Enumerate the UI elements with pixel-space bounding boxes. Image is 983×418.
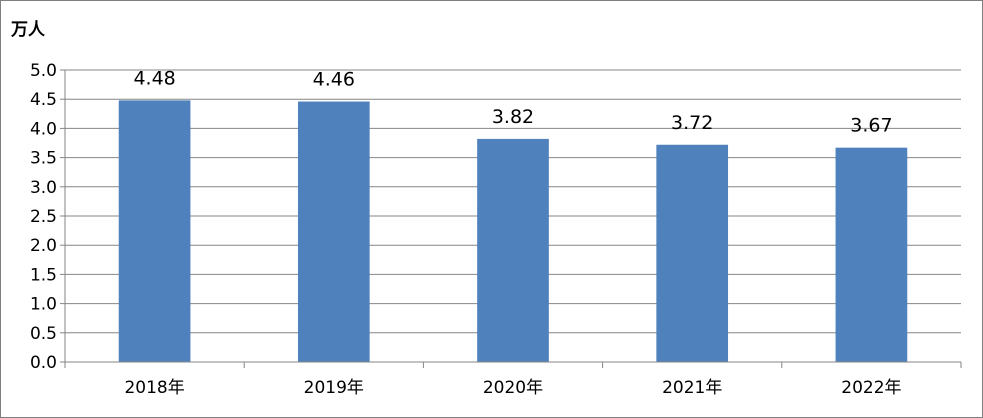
- data-label: 4.48: [133, 67, 175, 89]
- axes: [60, 69, 962, 368]
- x-tick-label: 2019年: [304, 378, 364, 398]
- y-tick-label: 2.5: [30, 207, 57, 227]
- y-tick-labels: 0.0 0.5 1.0 1.5 2.0 2.5 3.0 3.5 4.0 4.5 5.0: [30, 61, 57, 373]
- bar: [477, 138, 549, 362]
- data-label: 3.67: [850, 115, 892, 137]
- x-tick-label: 2018年: [124, 378, 184, 398]
- y-tick-label: 4.5: [30, 90, 57, 110]
- bars: [118, 100, 908, 363]
- y-tick-label: 3.5: [30, 149, 57, 169]
- y-tick-label: 1.0: [30, 295, 57, 315]
- data-label: 4.46: [313, 69, 355, 91]
- bar: [835, 147, 908, 362]
- data-label: 3.82: [492, 106, 534, 128]
- data-label: 3.72: [671, 112, 713, 134]
- y-tick-label: 1.5: [30, 265, 57, 285]
- x-tick-label: 2021年: [662, 378, 722, 398]
- x-tick-label: 2020年: [483, 378, 543, 398]
- y-tick-label: 0.5: [30, 324, 57, 344]
- y-tick-label: 4.0: [30, 119, 57, 139]
- y-tick-label: 0.0: [30, 353, 57, 373]
- x-tick-labels: 2018年 2019年 2020年 2021年 2022年: [124, 378, 901, 398]
- data-labels: 4.48 4.46 3.82 3.72 3.67: [133, 67, 892, 136]
- x-tick-label: 2022年: [841, 378, 901, 398]
- bar: [656, 144, 729, 362]
- y-axis-unit-label: 万人: [10, 20, 46, 40]
- y-tick-label: 3.0: [30, 178, 57, 198]
- bar: [118, 100, 191, 363]
- y-tick-label: 5.0: [30, 61, 57, 81]
- y-tick-label: 2.0: [30, 236, 57, 256]
- bar: [297, 101, 370, 362]
